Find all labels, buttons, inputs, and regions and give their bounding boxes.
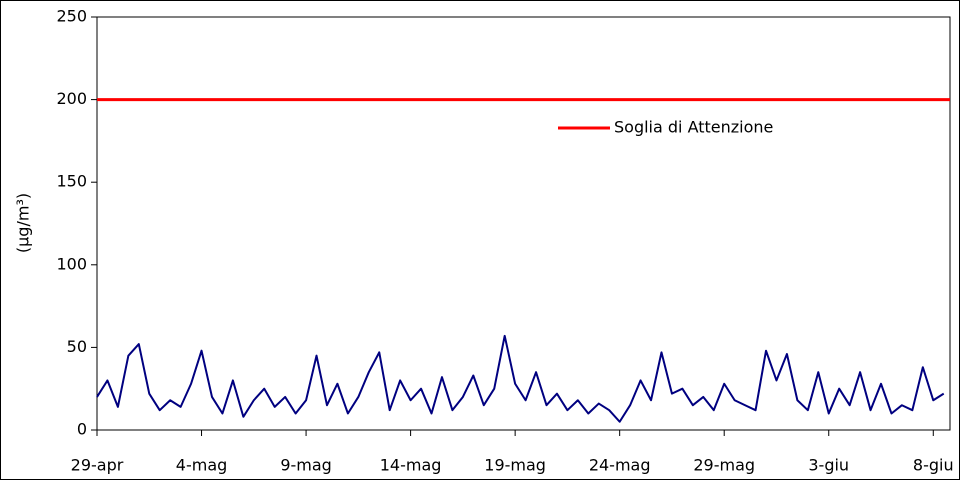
legend-label: Soglia di Attenzione [614, 118, 773, 137]
series-line [96, 334, 945, 423]
y-tick-label: 50 [67, 337, 87, 356]
x-tick-label: 8-giu [913, 456, 954, 475]
x-tick-label: 14-mag [380, 456, 442, 475]
x-tick-label: 4-mag [176, 456, 228, 475]
y-axis-label: (µg/m³) [14, 193, 33, 253]
y-tick-label: 200 [56, 89, 87, 108]
y-tick-label: 250 [56, 7, 87, 26]
x-tick-label: 19-mag [484, 456, 546, 475]
x-tick-label: 3-giu [808, 456, 849, 475]
y-tick-label: 100 [56, 254, 87, 273]
x-tick-label: 29-mag [693, 456, 755, 475]
plot-area [96, 16, 951, 431]
y-tick-label: 0 [77, 420, 87, 439]
x-tick-label: 24-mag [589, 456, 651, 475]
x-tick-label: 29-apr [71, 456, 124, 475]
x-tick-label: 9-mag [280, 456, 332, 475]
y-tick-label: 150 [56, 172, 87, 191]
